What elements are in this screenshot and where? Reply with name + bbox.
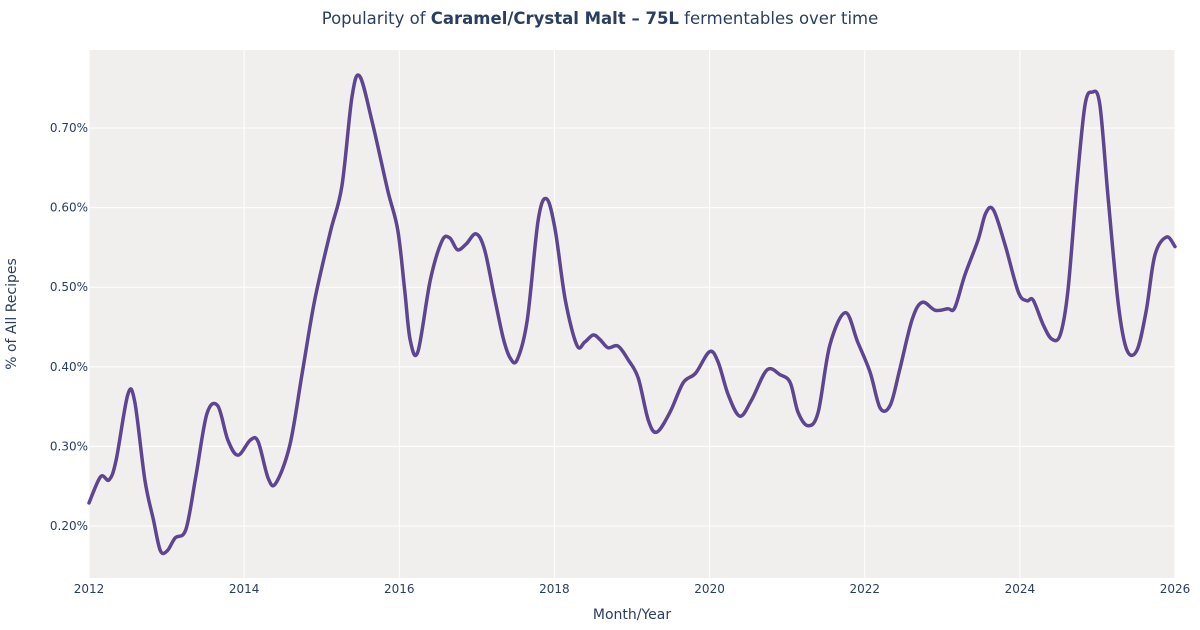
title-prefix: Popularity of: [321, 9, 431, 28]
x-tick-label: 2020: [694, 582, 725, 596]
x-tick-label: 2014: [229, 582, 260, 596]
tick-labels: 2012 2014 2016 2018 2020 2022 2024 2026 0.20% 0.3…: [50, 121, 1190, 596]
y-tick-label: 0.60%: [50, 201, 88, 215]
y-tick-label: 0.30%: [50, 439, 88, 453]
title-suffix: fermentables over time: [678, 9, 879, 28]
y-tick-label: 0.20%: [50, 519, 88, 533]
plot-area: [89, 50, 1175, 578]
y-tick-label: 0.70%: [50, 121, 88, 135]
title-ingredient: Caramel/Crystal Malt – 75L: [430, 9, 679, 28]
y-tick-label: 0.40%: [50, 360, 88, 374]
x-tick-label: 2026: [1160, 582, 1191, 596]
y-axis-label: % of All Recipes: [4, 258, 20, 370]
x-tick-label: 2022: [849, 582, 880, 596]
x-tick-label: 2024: [1005, 582, 1036, 596]
x-tick-label: 2016: [384, 582, 415, 596]
y-tick-label: 0.50%: [50, 280, 88, 294]
chart-title: Popularity of Caramel/Crystal Malt – 75L…: [0, 9, 1200, 28]
x-tick-label: 2012: [74, 582, 105, 596]
grid-lines: [88, 50, 1176, 578]
series-line: [87, 73, 1177, 556]
x-axis-label: Month/Year: [593, 607, 671, 623]
x-tick-label: 2018: [539, 582, 570, 596]
